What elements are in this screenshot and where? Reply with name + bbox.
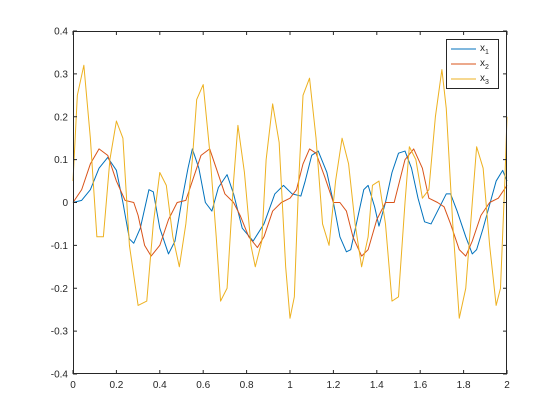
x-tick-label: 1.8 bbox=[457, 380, 471, 391]
y-tick-label: -0.1 bbox=[51, 241, 69, 252]
y-tick-label: -0.3 bbox=[51, 327, 69, 338]
series-line-x2 bbox=[72, 148, 508, 257]
x-tick-label: 1.2 bbox=[326, 380, 340, 391]
x-tick-label: 0.4 bbox=[153, 380, 167, 391]
series-line-x3 bbox=[72, 64, 508, 319]
y-tick-label: 0 bbox=[62, 198, 68, 209]
y-tick-label: 0.1 bbox=[54, 155, 68, 166]
legend-label: x3 bbox=[480, 73, 489, 86]
y-tick-label: -0.2 bbox=[51, 284, 69, 295]
x-tick-label: 0.8 bbox=[240, 380, 254, 391]
series-layer bbox=[72, 64, 508, 319]
x-tick-label: 1 bbox=[287, 380, 293, 391]
x-tick-label: 0.2 bbox=[109, 380, 123, 391]
y-tick-label: 0.2 bbox=[54, 112, 68, 123]
legend-label: x1 bbox=[480, 43, 489, 56]
x-tick-label: 1.6 bbox=[413, 380, 427, 391]
y-tick-label: 0.3 bbox=[54, 69, 68, 80]
tick-layer: 0 0.2 0.4 0.6 0.8 1 1.2 1.4 1.6 1.8 2 -0.4 -0.3 -0.2 -… bbox=[51, 27, 510, 392]
x-tick-label: 2 bbox=[504, 380, 510, 391]
y-tick-label: -0.4 bbox=[51, 370, 69, 381]
legend: x1 x2 x3 bbox=[446, 39, 499, 89]
x-tick-label: 1.4 bbox=[370, 380, 384, 391]
series-line-x1 bbox=[72, 148, 508, 255]
y-tick-label: 0.4 bbox=[54, 27, 68, 38]
x-tick-label: 0.6 bbox=[196, 380, 210, 391]
legend-label: x2 bbox=[480, 58, 489, 71]
x-tick-label: 0 bbox=[70, 380, 76, 391]
